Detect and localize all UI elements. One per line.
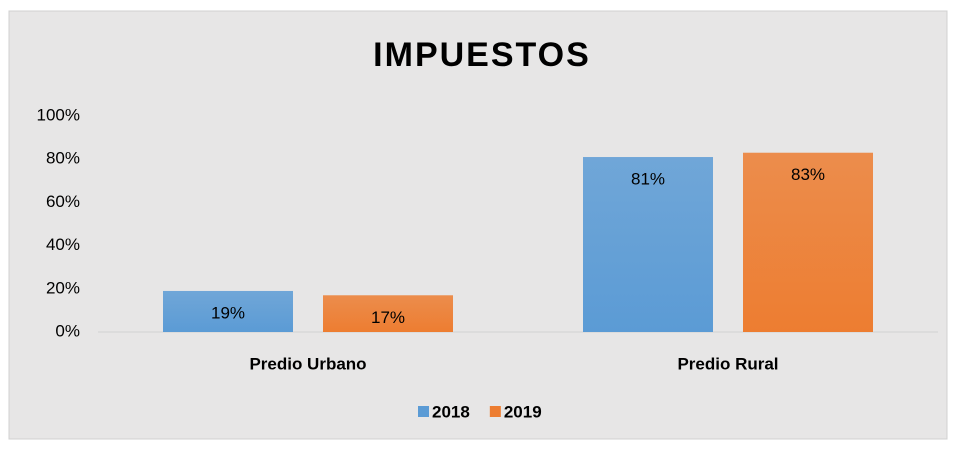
x-tick-label: Predio Rural: [677, 354, 778, 373]
y-tick-label: 40%: [46, 235, 80, 254]
chart-title: IMPUESTOS: [373, 36, 591, 74]
bar: [743, 152, 873, 332]
data-label: 17%: [371, 308, 405, 327]
x-tick-label: Predio Urbano: [249, 354, 366, 373]
bar: [583, 157, 713, 332]
legend-label: 2019: [504, 402, 542, 421]
data-label: 19%: [211, 303, 245, 322]
data-label: 81%: [631, 170, 665, 189]
y-tick-label: 20%: [46, 278, 80, 297]
legend-label: 2018: [432, 402, 470, 421]
bar: [323, 295, 453, 332]
bar: [163, 290, 293, 332]
y-tick-label: 60%: [46, 192, 80, 211]
y-tick-label: 80%: [46, 149, 80, 168]
legend-swatch: [418, 406, 429, 417]
y-tick-label: 0%: [55, 321, 80, 340]
y-tick-label: 100%: [37, 105, 80, 124]
legend-swatch: [489, 406, 501, 417]
data-label: 83%: [791, 165, 825, 184]
